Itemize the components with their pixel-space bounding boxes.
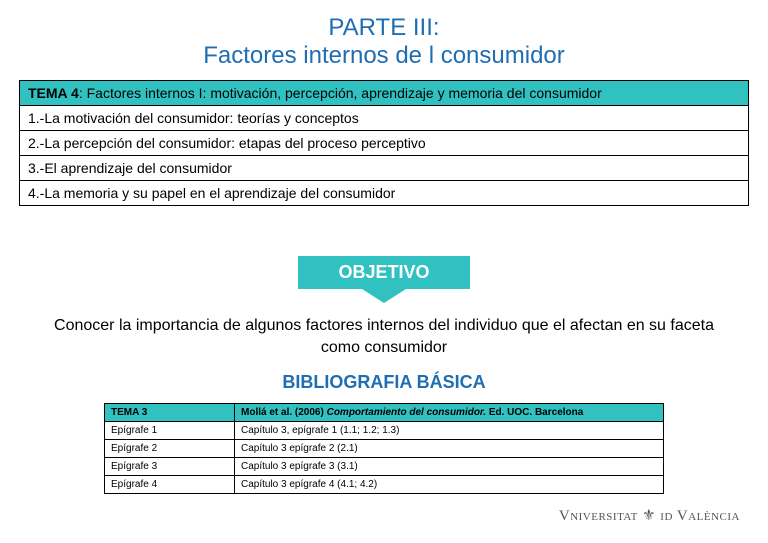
biblio-header-col1: TEMA 3 xyxy=(105,404,235,422)
biblio-header-ref: Mollá et al. (2006) Comportamiento del c… xyxy=(235,404,664,422)
bibliografia-table: TEMA 3 Mollá et al. (2006) Comportamient… xyxy=(104,403,664,494)
objetivo-text: Conocer la importancia de algunos factor… xyxy=(44,315,724,358)
biblio-cell: Capítulo 3 epígrafe 4 (4.1; 4.2) xyxy=(235,476,664,494)
biblio-cell: Epígrafe 3 xyxy=(105,458,235,476)
arrow-down-icon xyxy=(362,289,406,303)
topics-row: 3.-El aprendizaje del consumidor xyxy=(20,156,749,181)
biblio-ref-title: Comportamiento del consumidor. xyxy=(327,407,486,418)
biblio-cell: Epígrafe 1 xyxy=(105,422,235,440)
topics-header-rest: : Factores internos I: motivación, perce… xyxy=(79,85,602,101)
objetivo-section: OBJETIVO xyxy=(0,256,768,303)
biblio-cell: Capítulo 3 epígrafe 3 (3.1) xyxy=(235,458,664,476)
biblio-cell: Capítulo 3, epígrafe 1 (1.1; 1.2; 1.3) xyxy=(235,422,664,440)
title-line-2: Factores internos de l consumidor xyxy=(0,42,768,70)
bibliografia-heading: BIBLIOGRAFIA BÁSICA xyxy=(0,372,768,393)
biblio-cell: Epígrafe 4 xyxy=(105,476,235,494)
topics-table: TEMA 4: Factores internos I: motivación,… xyxy=(19,80,749,206)
topics-header-bold: TEMA 4 xyxy=(28,85,79,101)
topics-table-header: TEMA 4: Factores internos I: motivación,… xyxy=(20,81,749,106)
biblio-ref-tail: Ed. UOC. Barcelona xyxy=(486,407,583,418)
biblio-cell: Epígrafe 2 xyxy=(105,440,235,458)
topics-row: 2.-La percepción del consumidor: etapas … xyxy=(20,131,749,156)
biblio-ref-year: (2006) xyxy=(292,407,326,418)
page-title-block: PARTE III: Factores internos de l consum… xyxy=(0,0,768,80)
objetivo-banner: OBJETIVO xyxy=(298,256,469,289)
biblio-cell: Capítulo 3 epígrafe 2 (2.1) xyxy=(235,440,664,458)
university-logo: Vniversitat ⚜ id València xyxy=(559,506,740,525)
biblio-ref-author: Mollá et al. xyxy=(241,407,292,418)
title-line-1: PARTE III: xyxy=(0,14,768,42)
topics-row: 1.-La motivación del consumidor: teorías… xyxy=(20,106,749,131)
topics-row: 4.-La memoria y su papel en el aprendiza… xyxy=(20,181,749,206)
